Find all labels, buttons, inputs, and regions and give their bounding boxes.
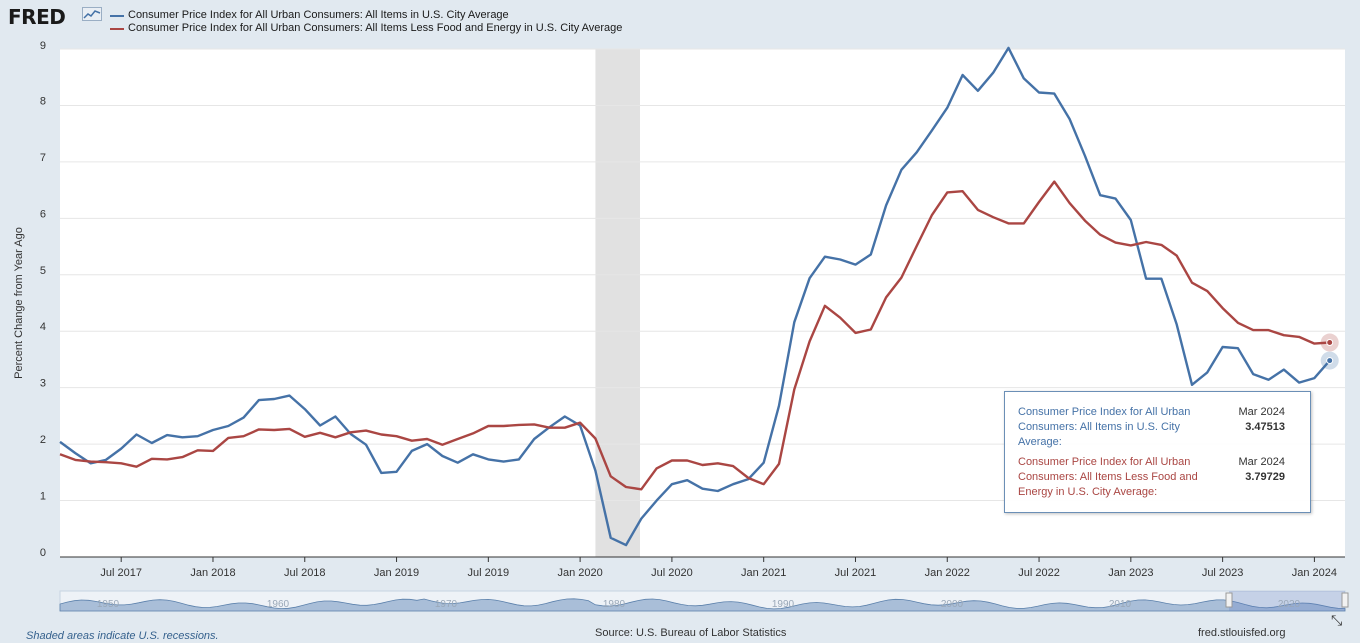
fullscreen-icon[interactable]: ⤡ (1331, 612, 1343, 628)
hover-point-0 (1326, 357, 1334, 365)
legend-item-cpi-core[interactable]: Consumer Price Index for All Urban Consu… (110, 22, 622, 35)
navigator-year-label: 2000 (941, 599, 964, 610)
y-tick-label: 5 (40, 265, 46, 277)
legend-swatch-red (110, 27, 124, 30)
series-line-0 (59, 46, 1331, 547)
last-point-markers (1320, 333, 1339, 370)
hover-tooltip: Consumer Price Index for All Urban Consu… (1004, 391, 1311, 513)
navigator-year-label: 2010 (1109, 599, 1132, 610)
navigator-year-label: 1980 (603, 599, 626, 610)
fred-logo[interactable]: FRED (8, 5, 66, 29)
navigator-year-label: 1960 (267, 599, 290, 610)
legend-swatch-blue (110, 14, 124, 17)
navigator-year-label: 1990 (772, 599, 795, 610)
x-tick-label: Jul 2019 (468, 567, 510, 579)
y-tick-label: 1 (40, 491, 46, 503)
x-tick-label: Jan 2021 (741, 567, 786, 579)
navigator-labels: 1950 1960 1970 1980 1990 2000 2010 2020 (97, 599, 1301, 610)
site-link[interactable]: fred.stlouisfed.org (1198, 627, 1286, 639)
chart-legend: Consumer Price Index for All Urban Consu… (110, 9, 622, 35)
tooltip-date: Mar 2024 (1238, 406, 1285, 418)
recession-shading-layer (595, 49, 641, 557)
navigator-year-label: 1970 (435, 599, 458, 610)
x-tick-label: Jul 2018 (284, 567, 326, 579)
x-tick-label: Jan 2019 (374, 567, 419, 579)
y-tick-label: 7 (40, 152, 46, 164)
x-axis-ticks: Jul 2017 Jan 2018 Jul 2018 Jan 2019 Jul 2019… (100, 557, 1337, 579)
x-tick-label: Jul 2017 (100, 567, 142, 579)
gridlines (60, 48, 1345, 558)
navigator-right-handle[interactable] (1341, 592, 1349, 608)
tooltip-label: Consumer Price Index for All Urban Consu… (1018, 456, 1198, 498)
y-axis-label: Percent Change from Year Ago (13, 227, 25, 379)
y-tick-label: 6 (40, 208, 46, 220)
y-tick-label: 2 (40, 434, 46, 446)
range-navigator[interactable]: 1950 1960 1970 1980 1990 2000 2010 2020 (59, 590, 1349, 612)
y-tick-label: 4 (40, 321, 46, 333)
x-tick-label: Jul 2020 (651, 567, 693, 579)
tooltip-label: Consumer Price Index for All Urban Consu… (1018, 406, 1191, 448)
y-tick-label: 9 (40, 40, 46, 52)
x-tick-label: Jul 2022 (1018, 567, 1060, 579)
series-line-1 (59, 180, 1330, 491)
legend-item-cpi-all[interactable]: Consumer Price Index for All Urban Consu… (110, 9, 622, 22)
y-tick-label: 3 (40, 378, 46, 390)
navigator-selection[interactable] (1229, 591, 1345, 611)
navigator-year-label: 1950 (97, 599, 120, 610)
y-tick-label: 0 (40, 547, 46, 559)
navigator-left-handle[interactable] (1225, 592, 1233, 608)
y-axis-ticks: 0 1 2 3 4 5 6 7 8 9 (40, 40, 46, 559)
x-tick-label: Jan 2023 (1108, 567, 1153, 579)
tooltip-date: Mar 2024 (1238, 456, 1285, 468)
x-tick-label: Jan 2018 (190, 567, 235, 579)
navigator-area (59, 598, 1346, 612)
hover-point-1 (1326, 339, 1334, 347)
sparkline-icon (82, 7, 102, 21)
tooltip-value: 3.47513 (1245, 421, 1285, 433)
recession-band (595, 49, 641, 557)
x-tick-label: Jan 2020 (557, 567, 602, 579)
navigator-year-label: 2020 (1278, 599, 1301, 610)
x-tick-label: Jul 2021 (835, 567, 877, 579)
x-tick-label: Jul 2023 (1202, 567, 1244, 579)
source-text: Source: U.S. Bureau of Labor Statistics (595, 627, 787, 639)
legend-label: Consumer Price Index for All Urban Consu… (128, 9, 509, 21)
y-tick-label: 8 (40, 95, 46, 107)
series-lines (59, 46, 1331, 547)
tooltip-value: 3.79729 (1245, 471, 1285, 483)
x-tick-label: Jan 2024 (1292, 567, 1337, 579)
recession-note: Shaded areas indicate U.S. recessions. (26, 630, 219, 642)
x-tick-label: Jan 2022 (925, 567, 970, 579)
legend-label: Consumer Price Index for All Urban Consu… (128, 22, 623, 34)
